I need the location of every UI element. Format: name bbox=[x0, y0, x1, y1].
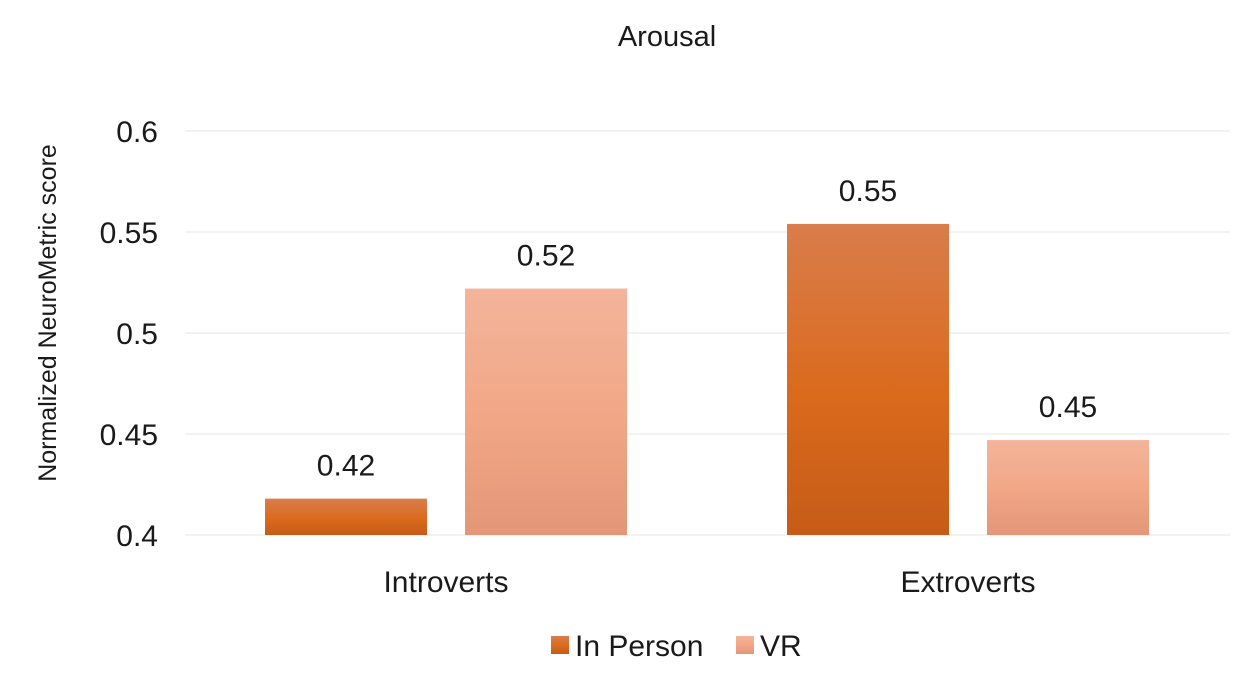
legend-swatch bbox=[551, 636, 569, 654]
y-tick-label: 0.45 bbox=[100, 419, 158, 452]
data-label: 0.52 bbox=[517, 240, 575, 273]
bars bbox=[265, 223, 1149, 536]
data-label: 0.55 bbox=[839, 175, 897, 208]
x-tick-label: Introverts bbox=[383, 566, 508, 599]
legend-swatch bbox=[736, 636, 754, 654]
x-tick-labels: Introverts Extroverts bbox=[383, 566, 1035, 599]
chart-title: Arousal bbox=[618, 21, 716, 53]
bar-vr-introverts bbox=[465, 288, 627, 535]
data-label: 0.45 bbox=[1039, 391, 1097, 424]
bar-in-person-extroverts bbox=[787, 223, 949, 536]
data-labels: 0.42 0.52 0.55 0.45 bbox=[317, 175, 1097, 483]
y-tick-labels: 0.4 0.45 0.5 0.55 0.6 bbox=[100, 116, 158, 553]
y-tick-label: 0.55 bbox=[100, 217, 158, 250]
legend-label: In Person bbox=[575, 630, 703, 663]
legend: In Person VR bbox=[551, 630, 802, 663]
y-tick-label: 0.5 bbox=[116, 318, 158, 351]
bar-vr-extroverts bbox=[987, 440, 1149, 535]
x-tick-label: Extroverts bbox=[900, 566, 1035, 599]
data-label: 0.42 bbox=[317, 450, 375, 483]
y-tick-label: 0.4 bbox=[116, 520, 158, 553]
y-tick-label: 0.6 bbox=[116, 116, 158, 149]
bar-in-person-introverts bbox=[265, 498, 427, 535]
y-axis-label: Normalized NeuroMetric score bbox=[34, 144, 62, 482]
legend-label: VR bbox=[760, 630, 802, 663]
